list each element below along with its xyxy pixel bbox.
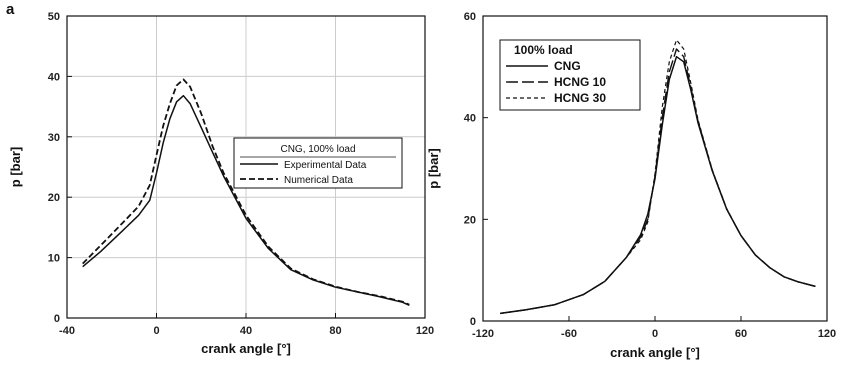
y-tick-label: 60 <box>464 11 476 23</box>
y-axis-label: p [bar] <box>8 147 23 187</box>
x-tick-label: -120 <box>472 328 494 340</box>
x-axis-label: crank angle [°] <box>201 341 291 356</box>
x-tick-label: 120 <box>416 325 434 337</box>
legend-title: 100% load <box>514 43 573 57</box>
x-tick-label: -40 <box>59 325 75 337</box>
series-line-1-1 <box>82 94 410 306</box>
x-tick-label: 60 <box>735 328 747 340</box>
panel-label: a <box>6 1 15 18</box>
x-tick-label: 0 <box>153 325 159 337</box>
y-tick-label: 50 <box>48 11 60 23</box>
y-tick-label: 10 <box>48 253 60 265</box>
series-line-2-2 <box>500 48 816 315</box>
y-tick-label: 40 <box>464 113 476 125</box>
series-line-1-2 <box>82 78 410 306</box>
y-axis-label: p [bar] <box>426 148 441 188</box>
x-axis-label: crank angle [°] <box>610 345 700 360</box>
legend: CNG, 100% load Experimental Data Numerical… <box>233 137 403 189</box>
x-tick-label: 80 <box>329 325 341 337</box>
y-tick-label: 40 <box>48 71 60 83</box>
x-tick-label: 0 <box>652 328 658 340</box>
legend-entry: HCNG 30 <box>554 91 606 105</box>
y-tick-label: 20 <box>48 192 60 204</box>
chart-panel-2: -120 -60 0 60 120 0 20 40 60 crank angle [°] p [ba… <box>426 11 836 360</box>
y-tick-label: 30 <box>48 132 60 144</box>
legend-entry: Numerical Data <box>284 175 353 186</box>
y-tick-label: 20 <box>464 214 476 226</box>
y-tick-label: 0 <box>54 313 60 325</box>
legend-entry: HCNG 10 <box>554 75 606 89</box>
x-tick-label: -60 <box>561 328 577 340</box>
x-tick-label: 40 <box>240 325 252 337</box>
legend-entry: CNG <box>554 59 581 73</box>
y-tick-label: 0 <box>470 316 476 328</box>
legend: 100% load CNG HCNG 10 HCNG 30 <box>499 39 641 111</box>
legend-entry: Experimental Data <box>284 160 367 171</box>
legend-title: CNG, 100% load <box>280 144 355 155</box>
x-tick-label: 120 <box>818 328 836 340</box>
